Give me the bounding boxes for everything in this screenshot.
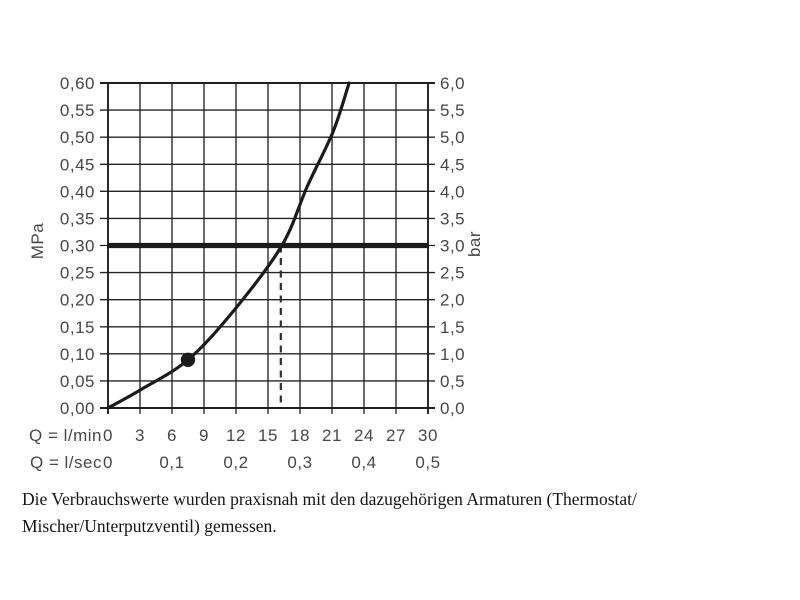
y-tick-label-right: 0,0: [440, 399, 465, 418]
y-tick-label-right: 1,5: [440, 318, 465, 337]
y-tick-label-right: 3,0: [440, 237, 465, 256]
x-axis-label-lmin: Q = l/min: [29, 426, 102, 445]
x-tick-label-lmin: 27: [386, 426, 406, 445]
caption-line-1: Die Verbrauchswerte wurden praxisnah mit…: [22, 489, 637, 509]
x-tick-label-lmin: 21: [322, 426, 342, 445]
y-tick-label-right: 4,0: [440, 182, 465, 201]
x-tick-label-lmin: 15: [258, 426, 278, 445]
x-tick-label-lsec: 0,2: [223, 453, 248, 472]
x-tick-label-lmin: 3: [135, 426, 145, 445]
x-tick-label-lsec: 0,3: [287, 453, 312, 472]
x-tick-label-lmin: 6: [167, 426, 177, 445]
y-tick-label-right: 5,0: [440, 128, 465, 147]
x-tick-label-lmin: 12: [226, 426, 246, 445]
x-tick-label-lsec: 0,1: [159, 453, 184, 472]
x-axis-label-lsec: Q = l/sec: [30, 453, 102, 472]
x-tick-label-lmin: 24: [354, 426, 374, 445]
y-tick-label-left: 0,60: [60, 74, 95, 93]
y-tick-label-left: 0,10: [60, 345, 95, 364]
y-tick-label-left: 0,35: [60, 209, 95, 228]
x-tick-label-lsec: 0,5: [415, 453, 440, 472]
operating-point-marker: [180, 352, 196, 367]
x-tick-label-lmin: 9: [199, 426, 209, 445]
y-tick-label-left: 0,45: [60, 155, 95, 174]
y-tick-label-left: 0,40: [60, 182, 95, 201]
y-tick-label-left: 0,30: [60, 237, 95, 256]
y-tick-label-left: 0,15: [60, 318, 95, 337]
x-tick-label-lmin: 0: [103, 426, 113, 445]
y-tick-label-left: 0,25: [60, 264, 95, 283]
y-tick-label-right: 6,0: [440, 74, 465, 93]
x-tick-label-lmin: 30: [418, 426, 438, 445]
y-tick-label-right: 3,5: [440, 209, 465, 228]
y-tick-label-left: 0,05: [60, 372, 95, 391]
caption: Die Verbrauchswerte wurden praxisnah mit…: [22, 486, 762, 540]
y-tick-label-right: 4,5: [440, 155, 465, 174]
y-tick-label-right: 2,5: [440, 264, 465, 283]
y-tick-label-left: 0,55: [60, 101, 95, 120]
x-tick-label-lmin: 18: [290, 426, 310, 445]
caption-line-2: Mischer/Unterputzventil) gemessen.: [22, 516, 277, 536]
y-tick-label-left: 0,00: [60, 399, 95, 418]
y-tick-label-left: 0,20: [60, 291, 95, 310]
y-tick-label-right: 2,0: [440, 291, 465, 310]
y-tick-label-left: 0,50: [60, 128, 95, 147]
x-tick-label-lsec: 0: [103, 453, 113, 472]
y-axis-label-bar: bar: [465, 231, 484, 257]
y-axis-label-mpa: MPa: [28, 223, 47, 260]
flow-curve: [106, 81, 351, 410]
y-tick-label-right: 0,5: [440, 372, 465, 391]
y-tick-label-right: 5,5: [440, 101, 465, 120]
flow-rate-pressure-chart: 0,60 6,00,55 5,50,50 5,00,45 4,50,40 4,00,35 3…: [28, 74, 484, 472]
y-tick-label-right: 1,0: [440, 345, 465, 364]
x-tick-label-lsec: 0,4: [351, 453, 376, 472]
